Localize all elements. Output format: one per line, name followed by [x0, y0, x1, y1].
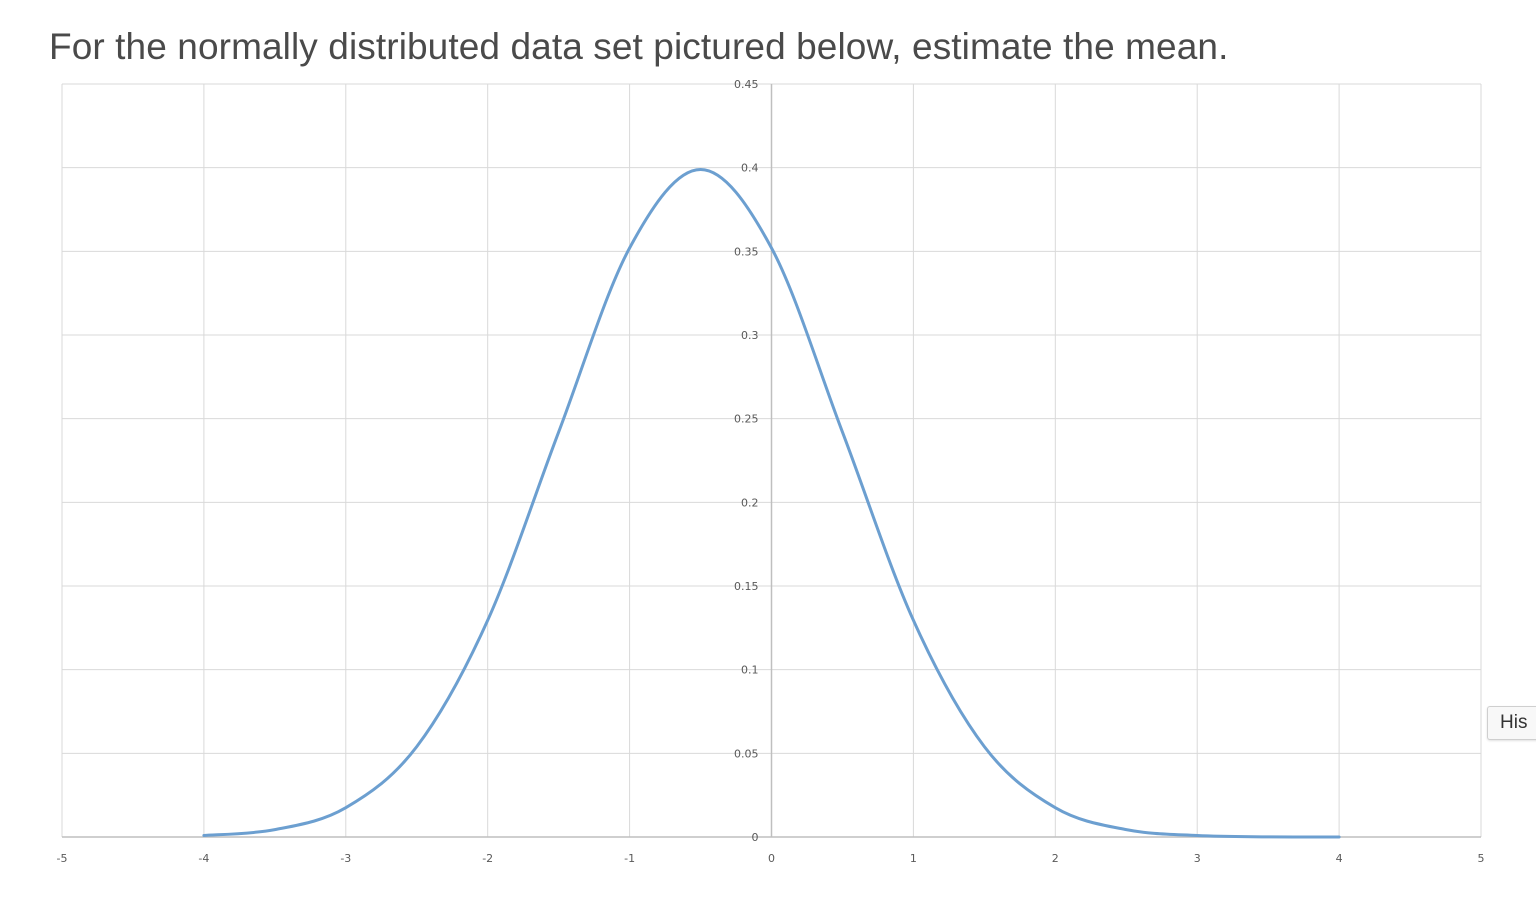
- y-tick-label: 0.2: [741, 496, 759, 509]
- history-side-tab[interactable]: His: [1487, 706, 1536, 740]
- x-tick-label: -3: [340, 852, 351, 865]
- x-tick-label: -2: [482, 852, 493, 865]
- y-tick-label: 0.4: [741, 162, 759, 175]
- x-tick-label: 5: [1478, 852, 1485, 865]
- chart-axes: [62, 84, 1481, 838]
- x-tick-label: -5: [57, 852, 68, 865]
- x-tick-label: -1: [624, 852, 635, 865]
- chart-tick-labels: -5 -4 -3 -2 -1 0 1 2 3 4 5 0 0.05 0.1 0.15 0.2 0.25 0.3 0.…: [57, 78, 1485, 865]
- y-tick-label: 0.05: [734, 747, 759, 760]
- x-tick-label: 3: [1194, 852, 1201, 865]
- question-text: For the normally distributed data set pi…: [49, 26, 1229, 67]
- y-tick-label: 0.25: [734, 413, 759, 426]
- y-tick-label: 0.15: [734, 580, 759, 593]
- x-tick-label: 1: [910, 852, 917, 865]
- y-tick-label: 0: [752, 831, 759, 844]
- y-tick-label: 0.45: [734, 78, 759, 91]
- y-tick-label: 0.35: [734, 245, 759, 258]
- x-tick-label: 2: [1052, 852, 1059, 865]
- series-line: [202, 168, 1341, 839]
- x-tick-label: -4: [198, 852, 209, 865]
- x-tick-label: 0: [768, 852, 775, 865]
- y-tick-label: 0.1: [741, 664, 759, 677]
- y-tick-label: 0.3: [741, 329, 759, 342]
- chart-series: [202, 168, 1341, 839]
- x-tick-label: 4: [1336, 852, 1343, 865]
